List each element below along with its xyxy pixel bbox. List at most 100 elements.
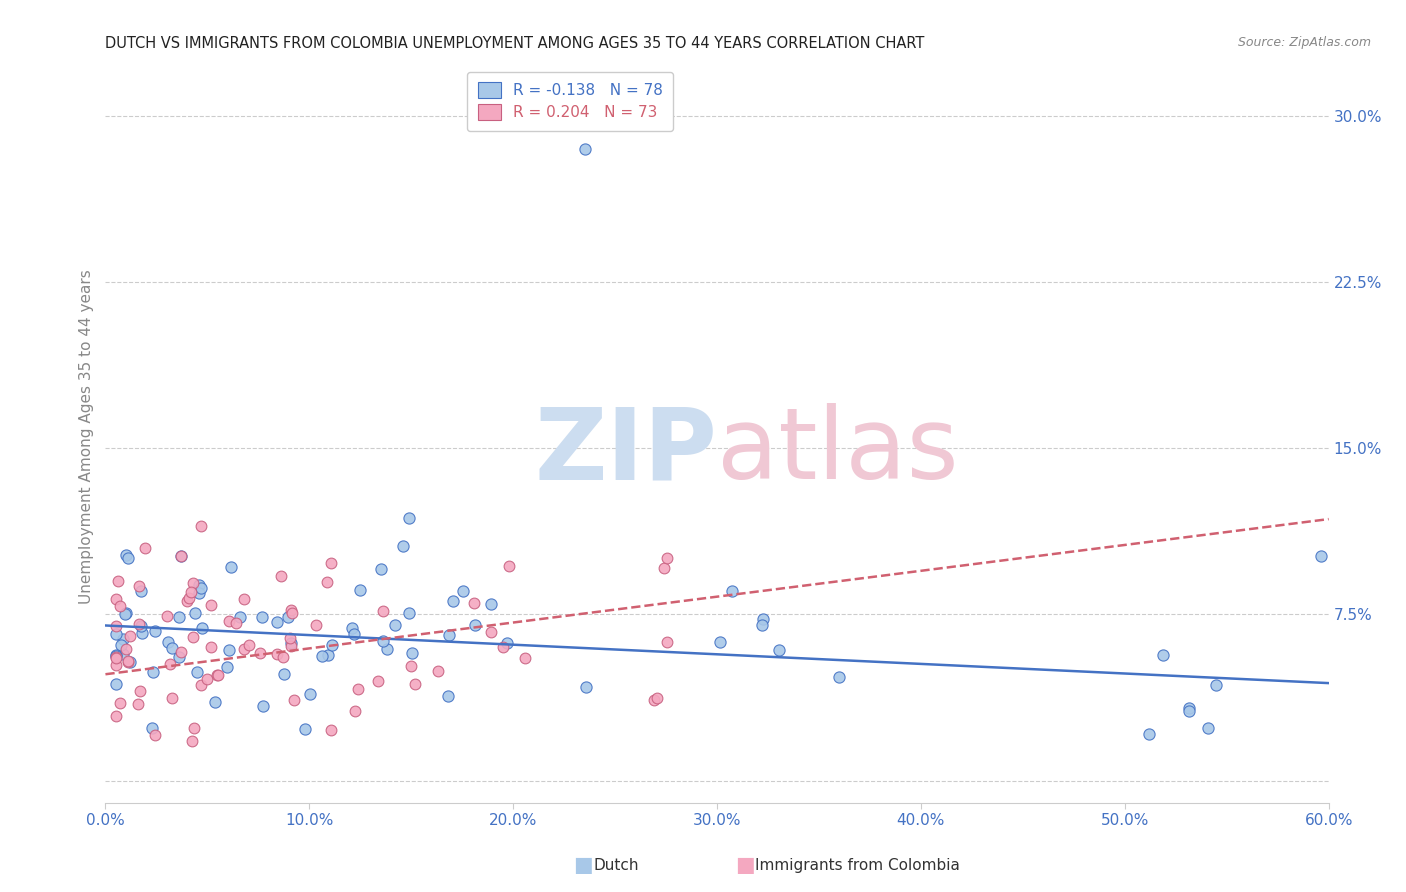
Point [160,640,183,655]
Point [283,692,305,706]
Point [1152,648,1174,663]
Point [183,576,205,591]
Point [200,640,222,655]
Point [207,668,229,682]
Point [117,654,139,668]
Point [143,624,166,638]
Point [266,647,288,661]
Point [513,650,536,665]
Point [281,607,304,621]
Point [115,549,138,563]
Point [104,650,127,665]
Point [108,696,131,710]
Point [184,606,207,620]
Point [156,608,179,623]
Point [191,621,214,635]
Point [373,634,395,648]
Point [252,609,274,624]
Point [1178,704,1201,718]
Point [270,569,292,583]
Point [195,673,218,687]
Point [398,606,420,620]
Point [401,646,423,660]
Point [367,674,389,689]
Point [340,621,363,635]
Point [1205,678,1227,692]
Point [316,575,339,590]
Point [187,578,209,592]
Point [232,591,254,606]
Point [118,655,141,669]
Point [117,551,139,566]
Point [574,142,596,156]
Point [118,629,141,643]
Point [180,734,202,748]
Point [218,643,240,657]
Point [349,582,371,597]
Point [464,618,486,632]
Point [200,598,222,612]
Point [280,639,302,653]
Text: ■: ■ [574,855,593,875]
Point [827,670,849,684]
Point [751,612,773,626]
Point [1309,549,1331,563]
Point [159,657,181,672]
Point [218,615,240,629]
Point [141,721,163,735]
Point [498,559,520,574]
Text: Immigrants from Colombia: Immigrants from Colombia [755,858,960,872]
Point [398,511,420,525]
Point [228,610,250,624]
Point [768,642,790,657]
Point [280,631,302,645]
Point [167,610,190,624]
Point [129,583,152,598]
Point [111,632,134,647]
Point [575,681,598,695]
Point [311,649,333,664]
Text: DUTCH VS IMMIGRANTS FROM COLOMBIA UNEMPLOYMENT AMONG AGES 35 TO 44 YEARS CORRELA: DUTCH VS IMMIGRANTS FROM COLOMBIA UNEMPL… [105,36,925,51]
Point [104,648,127,663]
Point [129,683,152,698]
Point [233,642,256,657]
Point [190,581,212,595]
Point [252,698,274,713]
Point [114,607,136,622]
Point [104,677,127,691]
Text: Dutch: Dutch [593,858,638,872]
Point [104,591,127,606]
Point [643,693,665,707]
Point [436,689,458,703]
Point [657,551,679,566]
Point [160,691,183,706]
Point [179,591,201,605]
Point [426,664,449,678]
Point [111,647,134,661]
Point [347,681,370,696]
Point [316,648,339,662]
Point [108,599,131,613]
Point [204,695,226,709]
Point [156,635,179,649]
Point [277,610,299,624]
Text: atlas: atlas [717,403,959,500]
Point [266,615,288,629]
Point [115,606,138,620]
Point [180,585,202,599]
Point [190,678,212,692]
Point [1178,700,1201,714]
Point [183,721,205,735]
Point [370,562,392,576]
Y-axis label: Unemployment Among Ages 35 to 44 years: Unemployment Among Ages 35 to 44 years [79,269,94,605]
Point [371,604,394,618]
Point [143,728,166,742]
Point [720,584,742,599]
Point [645,691,668,706]
Point [104,709,127,723]
Point [225,615,247,630]
Text: Source: ZipAtlas.com: Source: ZipAtlas.com [1237,36,1371,49]
Point [207,668,229,682]
Point [128,578,150,592]
Point [110,638,132,652]
